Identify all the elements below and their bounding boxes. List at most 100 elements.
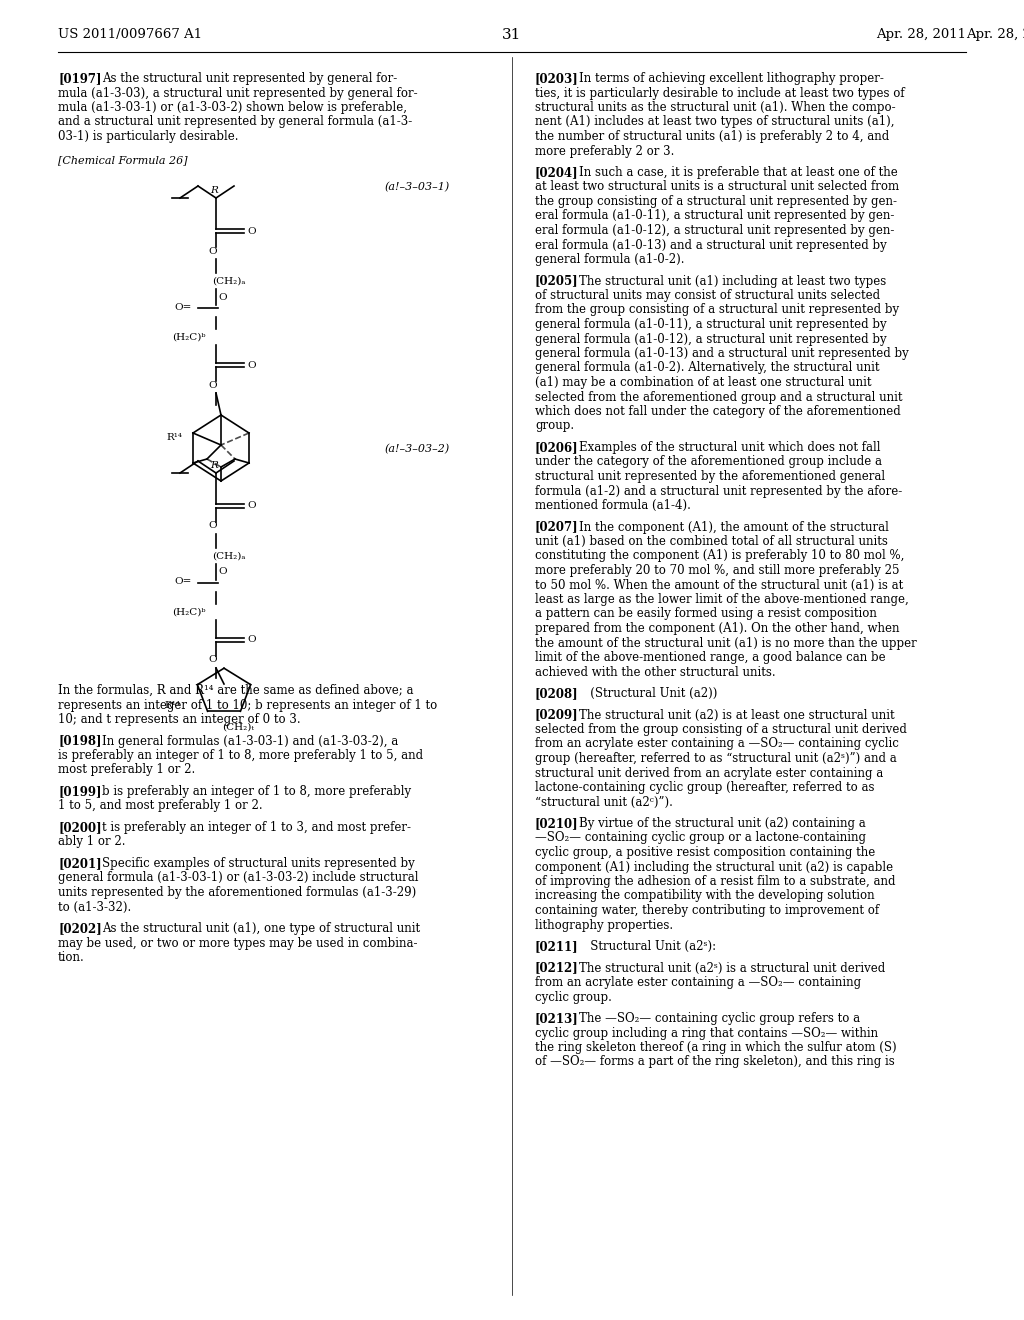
Text: formula (a1-2) and a structural unit represented by the afore-: formula (a1-2) and a structural unit rep… — [535, 484, 902, 498]
Text: (CH₂)ₐ: (CH₂)ₐ — [212, 276, 246, 285]
Text: O: O — [247, 227, 256, 235]
Text: [0199]: [0199] — [58, 785, 101, 799]
Text: 10; and t represents an integer of 0 to 3.: 10; and t represents an integer of 0 to … — [58, 713, 301, 726]
Text: general formula (a1-0-2). Alternatively, the structural unit: general formula (a1-0-2). Alternatively,… — [535, 362, 880, 375]
Text: The structural unit (a2ˢ) is a structural unit derived: The structural unit (a2ˢ) is a structura… — [579, 961, 886, 974]
Text: (a1) may be a combination of at least one structural unit: (a1) may be a combination of at least on… — [535, 376, 871, 389]
Text: [0208]: [0208] — [535, 686, 579, 700]
Text: As the structural unit (a1), one type of structural unit: As the structural unit (a1), one type of… — [102, 921, 420, 935]
Text: R¹⁴: R¹⁴ — [164, 701, 180, 710]
Text: structural units as the structural unit (a1). When the compo-: structural units as the structural unit … — [535, 102, 896, 114]
Text: structural unit derived from an acrylate ester containing a: structural unit derived from an acrylate… — [535, 767, 884, 780]
Text: Apr. 28, 2011: Apr. 28, 2011 — [876, 28, 966, 41]
Text: mula (a1-3-03-1) or (a1-3-03-2) shown below is preferable,: mula (a1-3-03-1) or (a1-3-03-2) shown be… — [58, 102, 407, 114]
Text: increasing the compatibility with the developing solution: increasing the compatibility with the de… — [535, 890, 874, 903]
Text: from an acrylate ester containing a —SO₂— containing cyclic: from an acrylate ester containing a —SO₂… — [535, 738, 899, 751]
Text: [0211]: [0211] — [535, 940, 579, 953]
Text: O: O — [247, 502, 256, 511]
Text: under the category of the aforementioned group include a: under the category of the aforementioned… — [535, 455, 882, 469]
Text: selected from the group consisting of a structural unit derived: selected from the group consisting of a … — [535, 723, 907, 737]
Text: In general formulas (a1-3-03-1) and (a1-3-03-2), a: In general formulas (a1-3-03-1) and (a1-… — [102, 734, 398, 747]
Text: Structural Unit (a2ˢ):: Structural Unit (a2ˢ): — [579, 940, 716, 953]
Text: is preferably an integer of 1 to 8, more preferably 1 to 5, and: is preferably an integer of 1 to 8, more… — [58, 748, 423, 762]
Text: of —SO₂— forms a part of the ring skeleton), and this ring is: of —SO₂— forms a part of the ring skelet… — [535, 1056, 895, 1068]
Text: (CH₂)ₜ: (CH₂)ₜ — [222, 722, 254, 731]
Text: 1 to 5, and most preferably 1 or 2.: 1 to 5, and most preferably 1 or 2. — [58, 800, 262, 813]
Text: [0207]: [0207] — [535, 520, 579, 533]
Text: The structural unit (a1) including at least two types: The structural unit (a1) including at le… — [579, 275, 886, 288]
Text: more preferably 20 to 70 mol %, and still more preferably 25: more preferably 20 to 70 mol %, and stil… — [535, 564, 899, 577]
Text: Examples of the structural unit which does not fall: Examples of the structural unit which do… — [579, 441, 881, 454]
Text: from the group consisting of a structural unit represented by: from the group consisting of a structura… — [535, 304, 899, 317]
Text: group.: group. — [535, 420, 574, 433]
Text: O: O — [247, 635, 256, 644]
Text: “structural unit (a2ᶜ)”).: “structural unit (a2ᶜ)”). — [535, 796, 673, 808]
Text: (H₂C)ᵇ: (H₂C)ᵇ — [172, 607, 206, 616]
Text: the number of structural units (a1) is preferably 2 to 4, and: the number of structural units (a1) is p… — [535, 129, 889, 143]
Text: eral formula (a1-0-11), a structural unit represented by gen-: eral formula (a1-0-11), a structural uni… — [535, 210, 894, 223]
Text: [0198]: [0198] — [58, 734, 101, 747]
Text: achieved with the other structural units.: achieved with the other structural units… — [535, 665, 775, 678]
Text: [0212]: [0212] — [535, 961, 579, 974]
Text: tion.: tion. — [58, 950, 85, 964]
Text: [0205]: [0205] — [535, 275, 579, 288]
Text: of improving the adhesion of a resist film to a substrate, and: of improving the adhesion of a resist fi… — [535, 875, 896, 888]
Text: In the formulas, R and R¹⁴ are the same as defined above; a: In the formulas, R and R¹⁴ are the same … — [58, 684, 414, 697]
Text: O=: O= — [174, 302, 191, 312]
Text: prepared from the component (A1). On the other hand, when: prepared from the component (A1). On the… — [535, 622, 899, 635]
Text: limit of the above-mentioned range, a good balance can be: limit of the above-mentioned range, a go… — [535, 651, 886, 664]
Text: ties, it is particularly desirable to include at least two types of: ties, it is particularly desirable to in… — [535, 87, 904, 99]
Text: In such a case, it is preferable that at least one of the: In such a case, it is preferable that at… — [579, 166, 898, 180]
Text: [0202]: [0202] — [58, 921, 101, 935]
Text: [0210]: [0210] — [535, 817, 579, 830]
Text: more preferably 2 or 3.: more preferably 2 or 3. — [535, 144, 675, 157]
Text: general formula (a1-0-11), a structural unit represented by: general formula (a1-0-11), a structural … — [535, 318, 887, 331]
Text: O: O — [208, 521, 217, 531]
Text: to (a1-3-32).: to (a1-3-32). — [58, 900, 131, 913]
Text: t is preferably an integer of 1 to 3, and most prefer-: t is preferably an integer of 1 to 3, an… — [102, 821, 411, 834]
Text: (Structural Unit (a2)): (Structural Unit (a2)) — [579, 686, 718, 700]
Text: O: O — [218, 293, 226, 301]
Text: In the component (A1), the amount of the structural: In the component (A1), the amount of the… — [579, 520, 889, 533]
Text: eral formula (a1-0-13) and a structural unit represented by: eral formula (a1-0-13) and a structural … — [535, 239, 887, 252]
Text: By virtue of the structural unit (a2) containing a: By virtue of the structural unit (a2) co… — [579, 817, 865, 830]
Text: O: O — [208, 247, 217, 256]
Text: (CH₂)ₐ: (CH₂)ₐ — [212, 552, 246, 561]
Text: 31: 31 — [503, 28, 521, 42]
Text: and a structural unit represented by general formula (a1-3-: and a structural unit represented by gen… — [58, 116, 413, 128]
Text: most preferably 1 or 2.: most preferably 1 or 2. — [58, 763, 196, 776]
Text: mentioned formula (a1-4).: mentioned formula (a1-4). — [535, 499, 691, 512]
Text: least as large as the lower limit of the above-mentioned range,: least as large as the lower limit of the… — [535, 593, 908, 606]
Text: (H₂C)ᵇ: (H₂C)ᵇ — [172, 333, 206, 342]
Text: [0203]: [0203] — [535, 73, 579, 84]
Text: general formula (a1-0-13) and a structural unit represented by: general formula (a1-0-13) and a structur… — [535, 347, 908, 360]
Text: The —SO₂— containing cyclic group refers to a: The —SO₂— containing cyclic group refers… — [579, 1012, 860, 1026]
Text: selected from the aforementioned group and a structural unit: selected from the aforementioned group a… — [535, 391, 902, 404]
Text: R¹⁴: R¹⁴ — [166, 433, 182, 441]
Text: R: R — [210, 186, 218, 195]
Text: cyclic group, a positive resist composition containing the: cyclic group, a positive resist composit… — [535, 846, 876, 859]
Text: from an acrylate ester containing a —SO₂— containing: from an acrylate ester containing a —SO₂… — [535, 975, 861, 989]
Text: nent (A1) includes at least two types of structural units (a1),: nent (A1) includes at least two types of… — [535, 116, 895, 128]
Text: a pattern can be easily formed using a resist composition: a pattern can be easily formed using a r… — [535, 607, 877, 620]
Text: 03-1) is particularly desirable.: 03-1) is particularly desirable. — [58, 129, 239, 143]
Text: the group consisting of a structural unit represented by gen-: the group consisting of a structural uni… — [535, 195, 897, 209]
Text: [Chemical Formula 26]: [Chemical Formula 26] — [58, 156, 187, 165]
Text: ably 1 or 2.: ably 1 or 2. — [58, 836, 126, 849]
Text: cyclic group.: cyclic group. — [535, 990, 612, 1003]
Text: cyclic group including a ring that contains —SO₂— within: cyclic group including a ring that conta… — [535, 1027, 879, 1040]
Text: general formula (a1-3-03-1) or (a1-3-03-2) include structural: general formula (a1-3-03-1) or (a1-3-03-… — [58, 871, 419, 884]
Text: mula (a1-3-03), a structural unit represented by general for-: mula (a1-3-03), a structural unit repres… — [58, 87, 418, 99]
Text: [0197]: [0197] — [58, 73, 101, 84]
Text: the amount of the structural unit (a1) is no more than the upper: the amount of the structural unit (a1) i… — [535, 636, 916, 649]
Text: O: O — [208, 380, 217, 389]
Text: [0213]: [0213] — [535, 1012, 579, 1026]
Text: As the structural unit represented by general for-: As the structural unit represented by ge… — [102, 73, 397, 84]
Text: (a!–3–03–1): (a!–3–03–1) — [385, 182, 450, 193]
Text: lithography properties.: lithography properties. — [535, 919, 673, 932]
Text: [0206]: [0206] — [535, 441, 579, 454]
Text: Apr. 28, 2011: Apr. 28, 2011 — [966, 28, 1024, 41]
Text: to 50 mol %. When the amount of the structural unit (a1) is at: to 50 mol %. When the amount of the stru… — [535, 578, 903, 591]
Text: group (hereafter, referred to as “structural unit (a2ˢ)”) and a: group (hereafter, referred to as “struct… — [535, 752, 897, 766]
Text: In terms of achieving excellent lithography proper-: In terms of achieving excellent lithogra… — [579, 73, 884, 84]
